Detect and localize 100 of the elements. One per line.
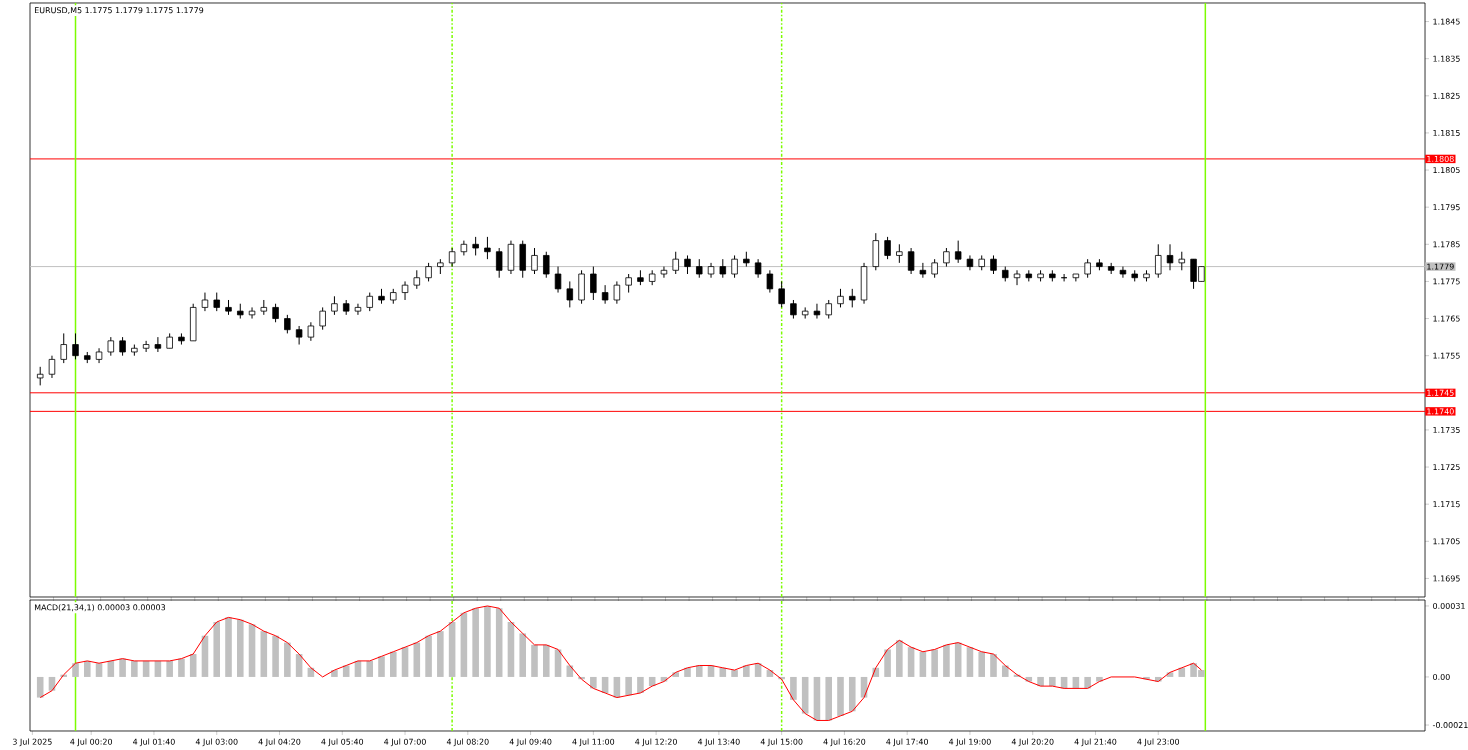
bar [884,649,891,677]
candlestick [531,247,538,275]
candlestick [354,303,362,316]
candlestick [107,336,115,357]
candlestick [484,236,491,260]
bar [531,644,538,677]
candlestick [1013,269,1021,286]
bar [366,660,374,677]
candlestick [284,314,291,334]
bar [695,665,703,677]
candlestick [566,280,574,308]
candlestick [966,254,974,271]
bar [272,635,279,677]
bar [484,605,491,677]
candlestick [919,262,927,279]
bar [542,644,550,677]
candlestick [1178,251,1186,271]
candlestick [825,299,832,320]
candlestick [896,243,903,264]
bar [837,676,844,716]
bar [236,619,244,677]
candlestick [72,332,79,360]
bar [460,612,468,677]
bar [625,676,632,696]
bar [1084,676,1091,689]
candlestick [731,254,738,279]
candlestick [307,321,315,342]
candlestick [413,269,421,290]
candlestick [813,303,821,320]
candlestick [319,306,326,331]
candlestick [790,299,797,320]
bar [119,658,126,677]
candlestick [590,266,597,301]
bar [225,617,232,677]
bar [248,624,256,677]
candlestick [1155,243,1162,279]
candlestick [401,280,409,301]
bar [1178,667,1186,677]
bar [1049,676,1056,687]
bar [437,631,444,677]
candlestick [142,340,150,353]
bar [684,667,691,677]
bar [425,635,432,677]
candlestick [837,288,844,308]
candlestick [201,292,209,312]
bar [896,640,903,677]
candlestick [884,236,891,260]
bar [637,676,644,693]
bar [131,660,138,677]
bar [448,621,456,677]
bar [825,676,833,721]
candlestick [754,258,762,279]
bar [731,670,738,677]
bar [213,621,221,677]
bar [519,633,527,677]
bar [83,660,91,677]
candlestick [425,262,432,282]
candlestick [472,236,479,256]
candlestick [766,269,774,294]
bar [919,651,927,677]
candlestick [36,366,44,386]
candlestick [672,251,679,275]
bar [1001,665,1009,677]
candlestick [1119,266,1127,279]
candlestick [1166,243,1174,271]
bar [166,660,173,677]
candlestick [954,240,962,264]
candlestick [248,306,256,320]
bar [848,676,856,712]
candlestick [366,292,373,312]
candlestick [119,336,126,357]
bar [931,649,938,677]
candlestick [60,332,67,364]
candlestick [719,258,727,279]
bar [389,651,397,677]
candlestick [613,280,621,305]
bar [472,608,479,677]
bar [178,658,185,677]
bar [978,651,986,677]
candlestick [48,355,56,379]
candlestick [990,254,997,275]
candlestick [543,251,550,279]
bar [284,642,291,677]
bar [943,644,950,677]
candlestick [495,247,503,279]
candlestick [684,254,691,275]
candlestick [448,247,456,268]
candlestick [601,284,609,305]
bar [495,608,503,677]
candlestick [907,247,915,275]
candlestick [660,266,668,279]
candlestick [931,258,938,279]
bar [507,621,515,677]
candlestick [943,247,950,268]
bar [378,656,385,677]
candlestick [778,280,785,308]
candlestick [295,325,303,346]
candlestick [1084,258,1091,279]
candlestick [331,295,338,316]
candlestick [849,288,856,308]
